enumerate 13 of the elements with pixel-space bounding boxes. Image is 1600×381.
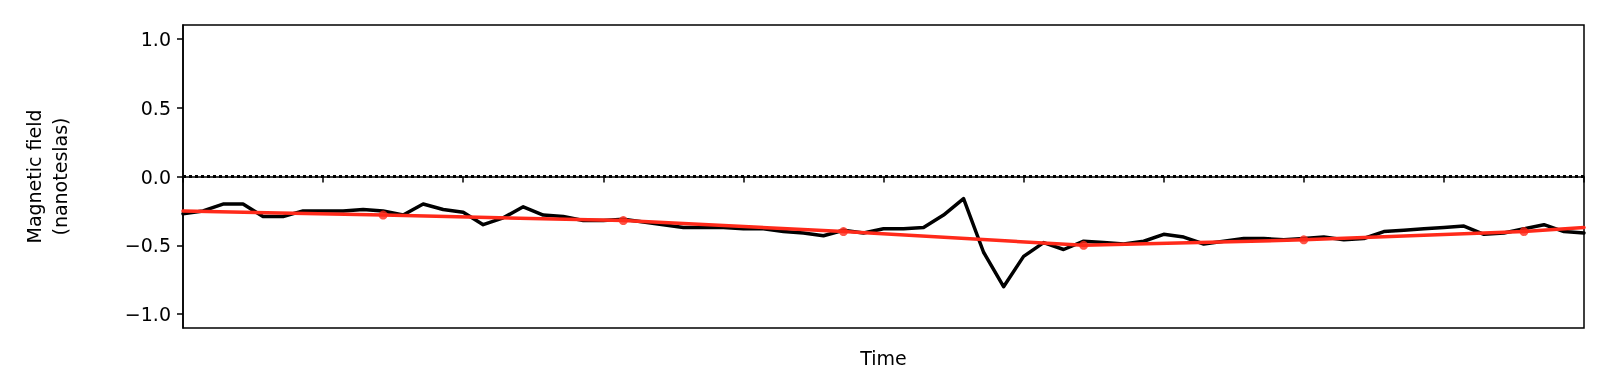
point xyxy=(838,227,848,237)
y-tick-label: 0.5 xyxy=(140,96,171,119)
y-axis-title: Magnetic field (nanoteslas) xyxy=(23,109,71,244)
point xyxy=(618,216,628,226)
x-axis-title: Time xyxy=(859,346,907,369)
point xyxy=(1079,240,1089,250)
point xyxy=(1299,235,1309,245)
point xyxy=(378,210,388,220)
point xyxy=(1519,227,1529,237)
y-tick-label: −0.5 xyxy=(124,234,171,257)
y-tick-label: 1.0 xyxy=(140,27,171,50)
y-tick-label: −1.0 xyxy=(124,303,171,326)
y-tick-label: 0.0 xyxy=(140,165,171,188)
